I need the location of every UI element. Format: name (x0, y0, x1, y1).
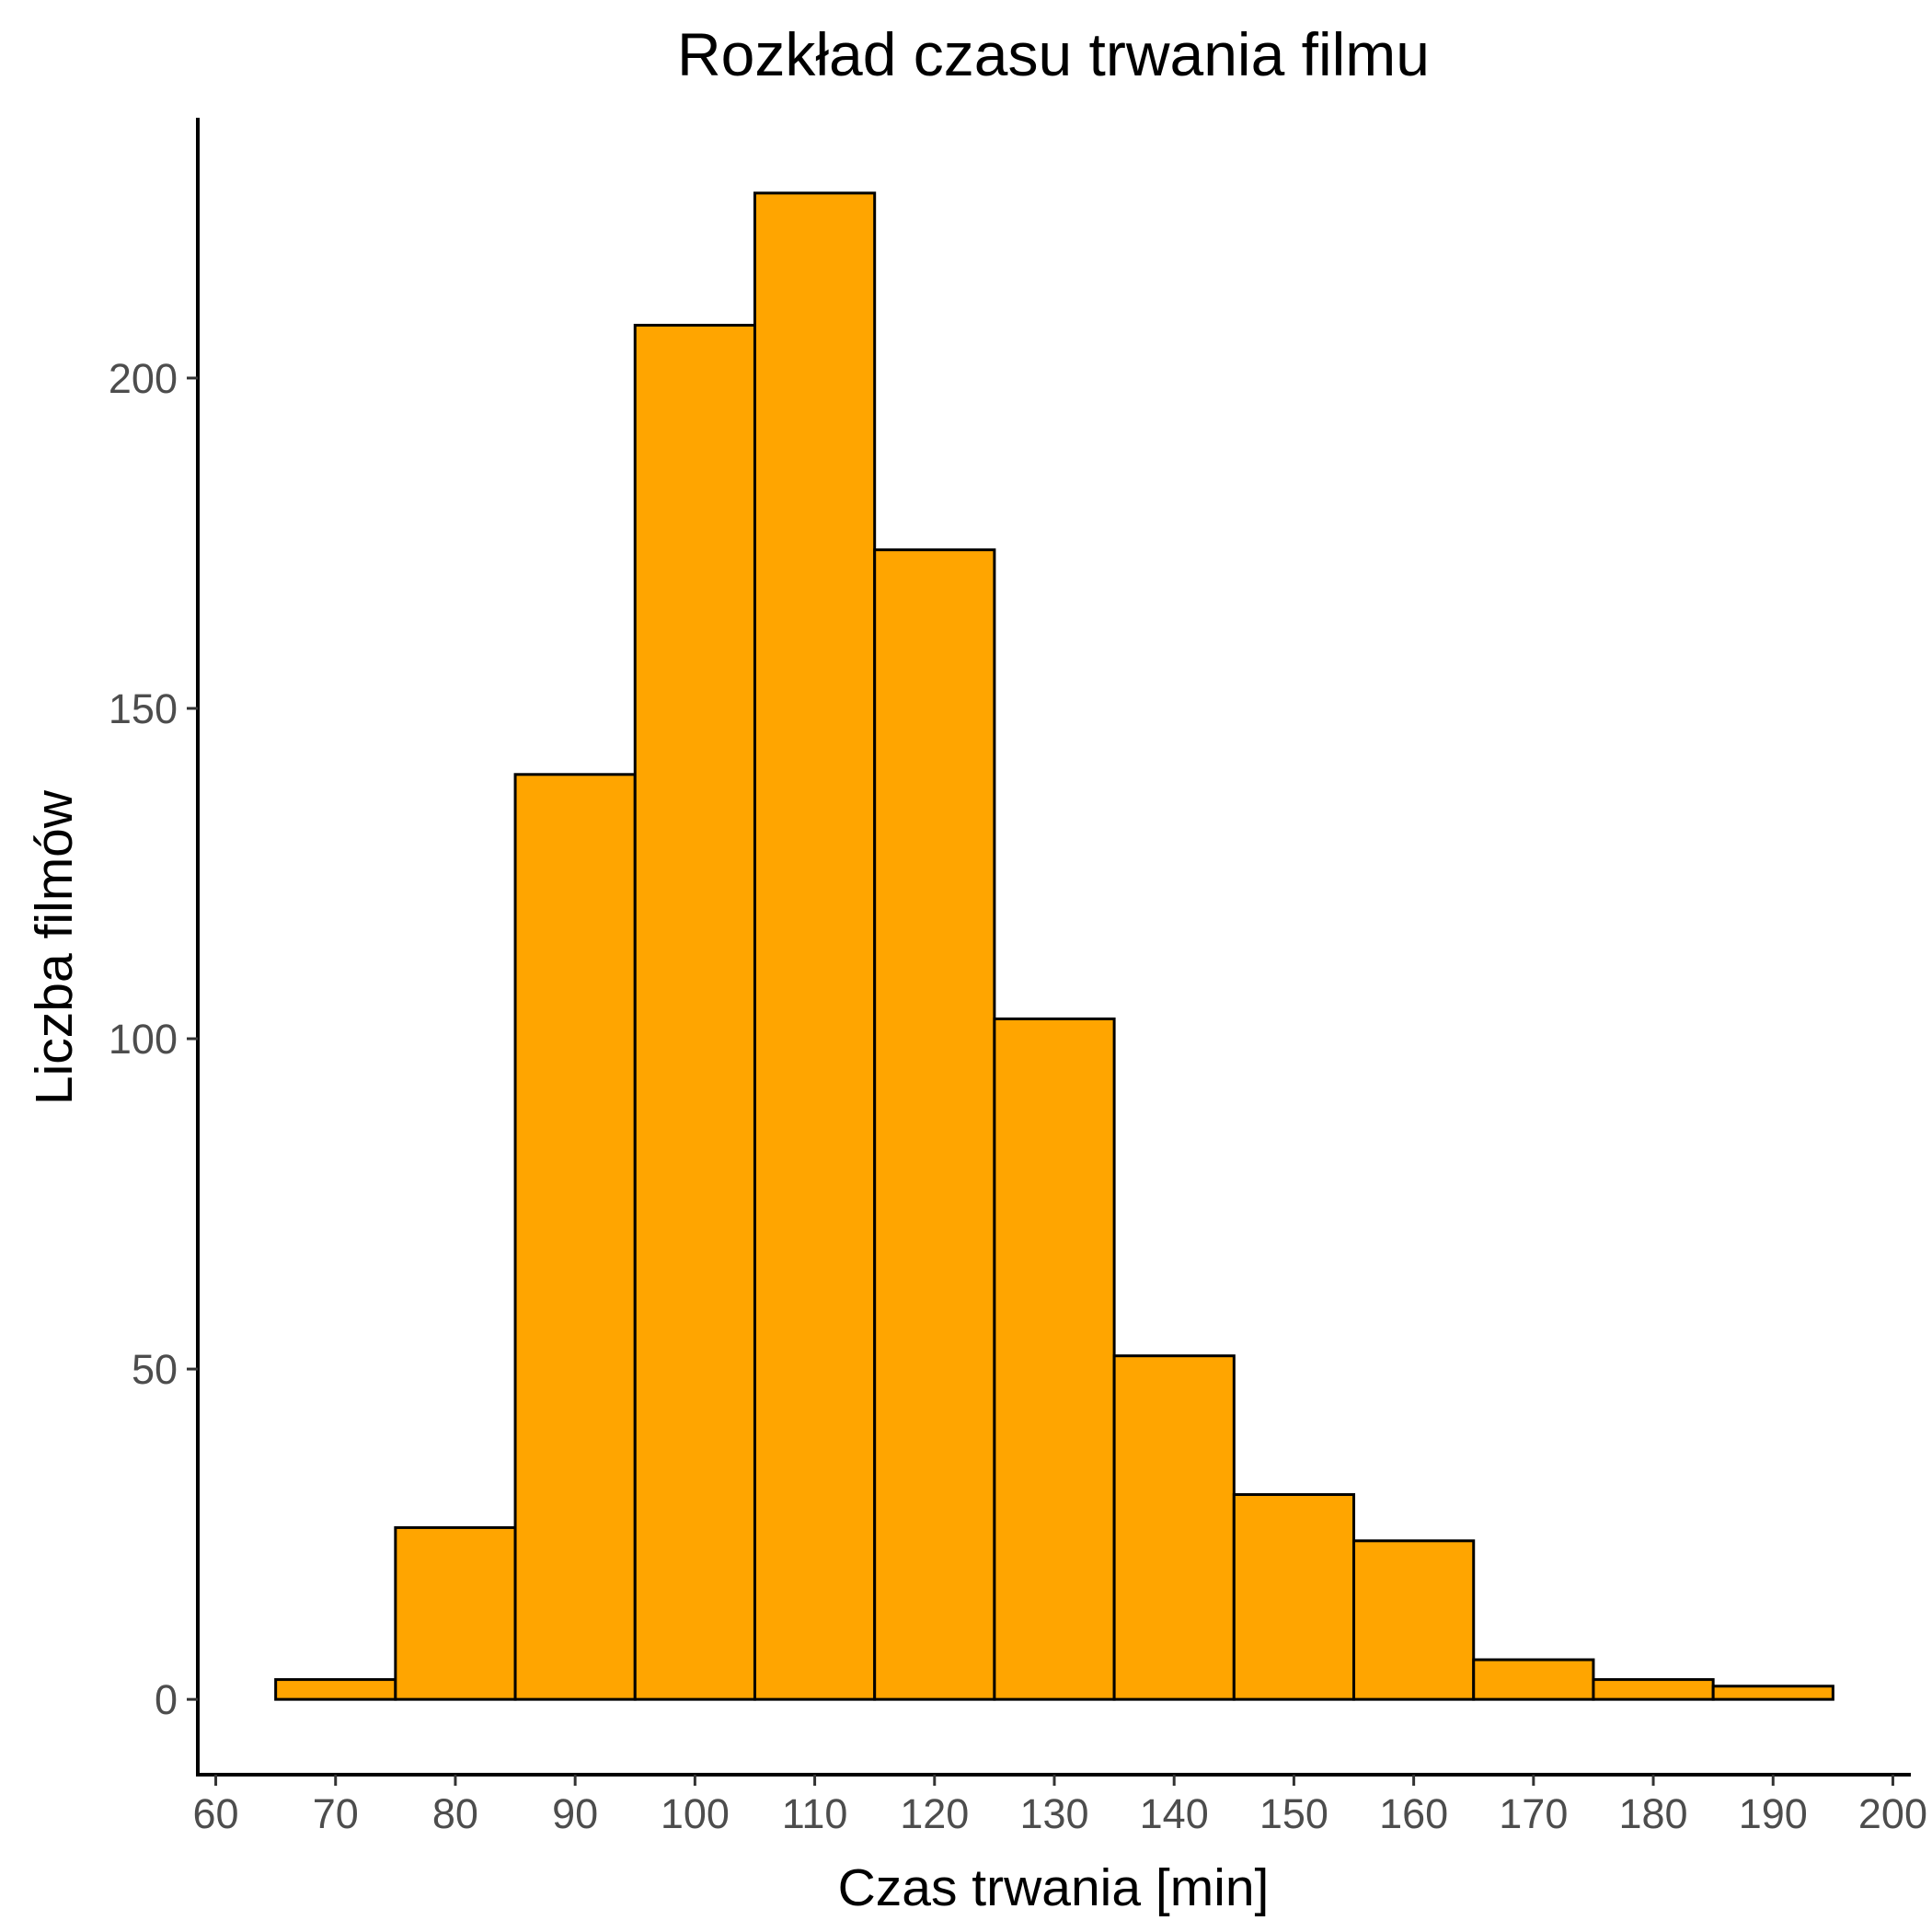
x-tick-label-200: 200 (1858, 1790, 1927, 1837)
histogram-bar-145-155 (1232, 1493, 1356, 1701)
histogram-bar-175-185 (1592, 1678, 1715, 1701)
x-tick-label-130: 130 (1019, 1790, 1088, 1837)
bars-group (274, 191, 1834, 1701)
histogram-bar-75-85 (394, 1525, 517, 1701)
histogram-bar-115-125 (873, 548, 996, 1701)
x-tick-label-80: 80 (432, 1790, 478, 1837)
y-tick-label-150: 150 (109, 685, 178, 732)
x-axis-title: Czas trwania [min] (838, 1858, 1270, 1917)
x-tick-label-190: 190 (1739, 1790, 1808, 1837)
histogram-bar-185-195 (1711, 1685, 1834, 1701)
x-tick-label-60: 60 (193, 1790, 239, 1837)
histogram-bar-65-75 (274, 1678, 397, 1701)
histogram-bar-125-135 (993, 1017, 1116, 1701)
y-axis-ticks: 0 50 100 150 200 (109, 355, 198, 1723)
y-tick-label-50: 50 (132, 1346, 178, 1393)
histogram-bar-155-165 (1352, 1539, 1476, 1701)
chart-title: Rozkład czasu trwania filmu (677, 20, 1430, 88)
x-tick-label-120: 120 (900, 1790, 969, 1837)
y-tick-label-100: 100 (109, 1016, 178, 1063)
x-tick-label-110: 110 (782, 1790, 848, 1837)
histogram-bar-95-105 (633, 323, 756, 1701)
histogram-bar-135-145 (1112, 1354, 1236, 1701)
x-tick-label-90: 90 (552, 1790, 598, 1837)
y-tick-label-200: 200 (109, 355, 178, 402)
histogram-bar-105-115 (753, 191, 877, 1701)
x-tick-label-170: 170 (1499, 1790, 1568, 1837)
x-axis-ticks: 60 70 80 90 100 110 120 130 140 150 160 170 180 190 20… (193, 1775, 1927, 1837)
x-tick-label-160: 160 (1379, 1790, 1448, 1837)
x-tick-label-100: 100 (661, 1790, 730, 1837)
x-tick-label-150: 150 (1259, 1790, 1328, 1837)
y-tick-label-0: 0 (155, 1676, 178, 1723)
histogram-bar-165-175 (1472, 1658, 1595, 1701)
x-tick-label-70: 70 (313, 1790, 359, 1837)
x-tick-label-180: 180 (1619, 1790, 1688, 1837)
histogram-bar-85-95 (513, 773, 637, 1701)
x-tick-label-140: 140 (1140, 1790, 1209, 1837)
y-axis-title: Liczba filmów (25, 789, 84, 1105)
